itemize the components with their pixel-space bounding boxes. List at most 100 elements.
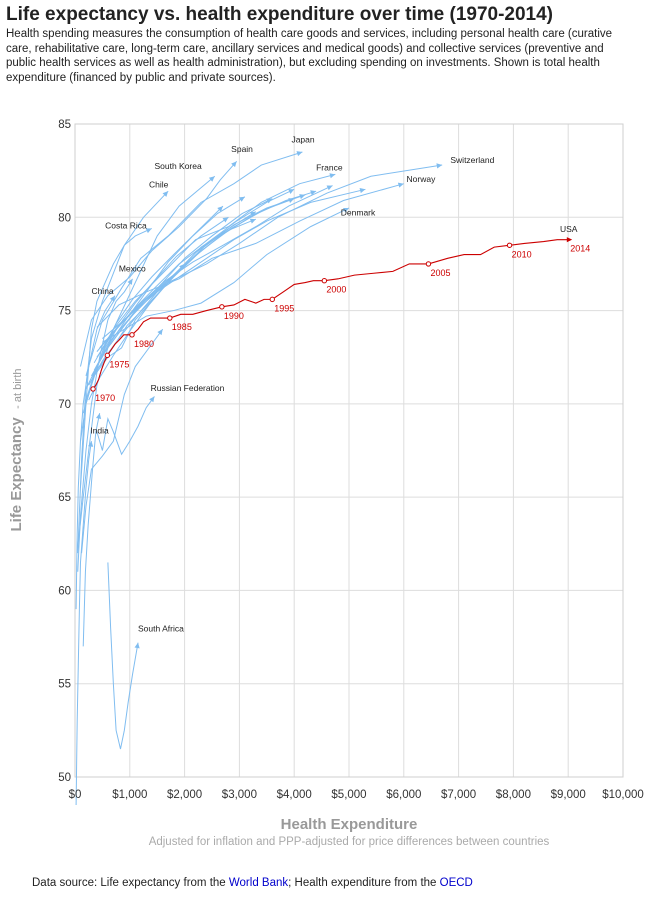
series-end-arrow bbox=[217, 206, 223, 212]
y-tick-label: 85 bbox=[58, 119, 71, 131]
series-end-arrow bbox=[343, 207, 349, 213]
usa-year-label: 1995 bbox=[274, 303, 294, 313]
usa-year-label: 2005 bbox=[430, 268, 450, 278]
oecd-link[interactable]: OECD bbox=[439, 877, 473, 889]
x-axis-label: Health Expenditure bbox=[281, 816, 418, 833]
usa-year-marker bbox=[104, 352, 111, 359]
series-end-arrow bbox=[88, 441, 94, 447]
series-end-arrow bbox=[127, 278, 133, 285]
switzerland-series-line bbox=[110, 164, 443, 345]
usa-label: USA bbox=[560, 224, 578, 234]
denmark-label: Denmark bbox=[341, 207, 376, 217]
chile-series-line bbox=[77, 190, 169, 554]
y-tick-label: 60 bbox=[58, 585, 71, 597]
x-tick-label: $3,000 bbox=[222, 789, 257, 801]
france-series-line bbox=[93, 173, 336, 364]
usa-year-label: 1990 bbox=[224, 311, 244, 321]
spain-series-line bbox=[79, 160, 238, 367]
france-label: France bbox=[316, 163, 343, 173]
chart-title: Life expectancy vs. health expenditure o… bbox=[6, 4, 554, 25]
series-end-arrow bbox=[134, 642, 140, 649]
country-series-line bbox=[82, 205, 224, 414]
footer-prefix: Data source: Life expectancy from the bbox=[32, 877, 229, 889]
usa-year-marker bbox=[269, 296, 275, 303]
series-end-arrow bbox=[310, 190, 317, 196]
usa-year-label: 1975 bbox=[109, 359, 129, 369]
series-end-arrow bbox=[231, 161, 237, 168]
series-end-arrow bbox=[249, 218, 256, 224]
usa-year-label: 2014 bbox=[570, 244, 590, 254]
footer-middle: ; Health expenditure from the bbox=[288, 877, 440, 889]
y-tick-label: 65 bbox=[58, 492, 71, 504]
russian-federation-series-line bbox=[96, 396, 155, 456]
china-series-line bbox=[75, 295, 116, 610]
x-tick-label: $10,000 bbox=[602, 789, 644, 801]
x-tick-label: $5,000 bbox=[331, 789, 366, 801]
country-series-line bbox=[85, 196, 246, 390]
usa-year-marker bbox=[90, 386, 96, 392]
costa-rica-label: Costa Rica bbox=[105, 220, 147, 230]
country-series bbox=[75, 151, 443, 805]
series-end-arrow bbox=[288, 198, 295, 203]
x-tick-label: $9,000 bbox=[551, 789, 586, 801]
world-bank-link[interactable]: World Bank bbox=[228, 877, 289, 889]
series-end-arrow bbox=[288, 189, 295, 194]
usa-series: 1970 1975 1980 1985 1990 1995 2000 2005 2010 2014 bbox=[90, 237, 590, 403]
norway-label: Norway bbox=[407, 174, 437, 184]
series-end-arrow bbox=[109, 295, 116, 302]
usa-year-marker bbox=[219, 304, 225, 310]
south-africa-label: South Africa bbox=[138, 623, 184, 633]
series-end-arrow bbox=[359, 188, 366, 194]
grid-lines bbox=[74, 123, 624, 778]
usa-year-label: 1985 bbox=[172, 322, 192, 332]
series-end-arrow bbox=[96, 413, 102, 420]
series-end-arrow bbox=[222, 217, 229, 223]
y-axis-label-note: - at birth bbox=[12, 368, 24, 408]
series-end-arrow bbox=[162, 191, 169, 197]
south-africa-series-line bbox=[107, 562, 139, 750]
russian-federation-label: Russian Federation bbox=[151, 383, 225, 393]
x-tick-label: $7,000 bbox=[441, 789, 476, 801]
country-series-line bbox=[88, 211, 257, 401]
usa-year-label: 1970 bbox=[95, 393, 115, 403]
mexico-label: Mexico bbox=[119, 263, 146, 273]
series-end-arrow bbox=[249, 211, 256, 217]
series-end-arrow bbox=[397, 182, 404, 188]
usa-year-label: 1980 bbox=[134, 339, 154, 349]
series-end-arrow bbox=[149, 396, 155, 403]
country-labels: Switzerland Norway Japan Spain South Korea Fr… bbox=[90, 135, 577, 634]
x-tick-label: $6,000 bbox=[386, 789, 421, 801]
usa-year-label: 2000 bbox=[326, 285, 346, 295]
x-tick-label: $0 bbox=[69, 789, 82, 801]
country-series-line bbox=[84, 216, 229, 405]
series-end-arrow bbox=[296, 151, 303, 157]
usa-year-marker bbox=[129, 332, 135, 338]
chile-label: Chile bbox=[149, 179, 169, 189]
country-series-line bbox=[81, 328, 164, 554]
y-tick-label: 55 bbox=[58, 679, 71, 691]
plot-frame bbox=[74, 123, 624, 778]
x-tick-label: $8,000 bbox=[496, 789, 531, 801]
series-end-arrow bbox=[238, 196, 245, 202]
india-label: India bbox=[90, 426, 109, 436]
y-tick-label: 50 bbox=[58, 772, 71, 784]
usa-year-label: 2010 bbox=[512, 249, 532, 259]
usa-year-marker bbox=[167, 315, 173, 321]
switzerland-label: Switzerland bbox=[450, 155, 494, 165]
japan-label: Japan bbox=[291, 135, 314, 145]
usa-year-marker bbox=[425, 261, 432, 267]
mexico-series-line bbox=[77, 278, 133, 572]
usa-year-marker bbox=[321, 278, 328, 284]
chart-subtitle: Health spending measures the consumption… bbox=[6, 28, 613, 84]
denmark-series-line bbox=[102, 207, 350, 343]
y-axis-label: Life Expectancy - at birth bbox=[8, 368, 25, 531]
series-end-arrow bbox=[436, 163, 443, 169]
country-series-line bbox=[102, 188, 366, 339]
y-tick-label: 75 bbox=[58, 306, 71, 318]
x-tick-label: $2,000 bbox=[167, 789, 202, 801]
norway-series-line bbox=[96, 183, 404, 328]
series-end-arrow bbox=[157, 329, 163, 336]
series-end-arrow bbox=[145, 228, 152, 234]
usa-year-marker bbox=[506, 242, 513, 248]
